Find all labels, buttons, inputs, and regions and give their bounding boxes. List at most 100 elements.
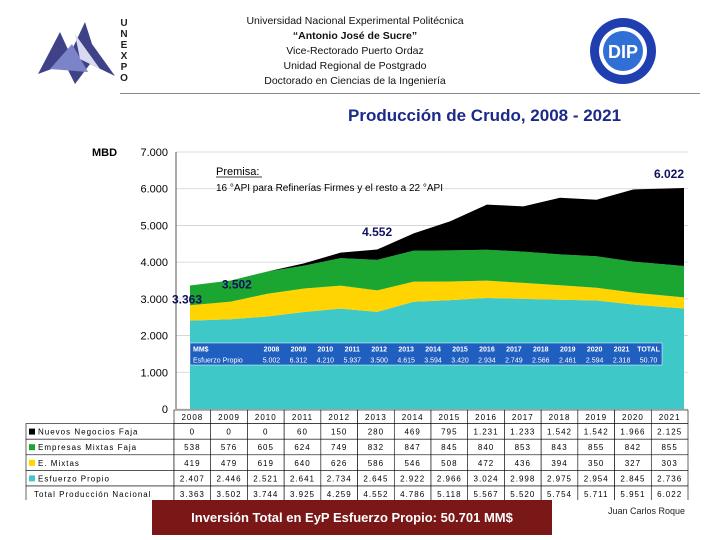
legend-swatch [29,475,35,482]
inset-value-cell: 5.002 [263,358,281,365]
table-value: 5.520 [510,490,535,499]
table-value: 586 [368,459,384,468]
x-tick-label: 2010 [255,413,277,422]
table-value: 2.736 [657,474,682,483]
y-tick-label: 6.000 [140,184,168,196]
table-value: 1.231 [474,428,499,437]
table-value: 3.024 [474,474,499,483]
stacked-areas [190,188,684,409]
inset-header-cell: 2020 [587,347,603,354]
logo-letter: P [120,62,128,73]
table-value: 2.446 [217,474,242,483]
y-tick-label: 0 [162,404,168,416]
premise-title: Premisa: [216,166,259,178]
x-tick-label: 2015 [438,413,460,422]
inset-header-cell: 2016 [479,347,495,354]
inset-value-cell: 2.318 [613,358,631,365]
inset-value-cell: 2.461 [559,358,577,365]
inset-header-cell: 2009 [291,347,307,354]
y-tick-label: 5.000 [140,220,168,232]
chart-title: Producción de Crudo, 2008 - 2021 [348,106,622,125]
inset-value-cell: 2.749 [505,358,523,365]
table-value: 2.954 [584,474,609,483]
x-tick-label: 2017 [512,413,534,422]
logo-letter: O [120,73,128,84]
header-line-5: Doctorado en Ciencias de la Ingeniería [264,75,446,87]
table-value: 795 [441,428,457,437]
row-label: E. Mixtas [38,459,80,468]
inset-header-cell: TOTAL [637,347,660,354]
inset-header-cell: 2010 [318,347,334,354]
inset-header-cell: 2008 [264,347,280,354]
inset-value-cell: 50.70 [640,358,658,365]
inset-value-cell: 3.594 [424,358,442,365]
y-tick-label: 4.000 [140,257,168,269]
dip-seal-logo: DIP [590,18,656,84]
inset-header-cell: 2014 [425,347,441,354]
total-annotations: 3.363 3.502 4.552 6.022 [172,167,684,307]
table-value: 508 [441,459,457,468]
table-value: 845 [441,443,457,452]
table-value: 2.641 [290,474,315,483]
inset-value-cell: 2.934 [478,358,496,365]
x-tick-label: 2012 [328,413,350,422]
table-value: 0 [226,428,231,437]
table-value: 832 [368,443,384,452]
table-value: 538 [184,443,200,452]
table-value: 2.975 [547,474,572,483]
x-tick-label: 2019 [585,413,607,422]
table-value: 624 [294,443,310,452]
inset-header-cell: 2018 [533,347,549,354]
inset-header-cell: 2021 [614,347,630,354]
header-divider [120,93,700,94]
inset-header-cell: 2011 [345,347,360,354]
legend-swatch [29,428,35,435]
inset-value-cell: 4.615 [397,358,415,365]
table-value: 60 [297,428,308,437]
table-value: 2.734 [327,474,352,483]
institution-header: Universidad Nacional Experimental Polité… [205,14,505,89]
table-value: 576 [221,443,237,452]
y-tick-label: 1.000 [140,367,168,379]
table-value: 605 [258,443,274,452]
row-label: Total Producción Nacional [34,490,152,499]
table-value: 1.542 [547,428,572,437]
table-value: 5.754 [547,490,572,499]
area-empresas-mixtas-faja [190,249,684,306]
x-tick-label: 2014 [402,413,424,422]
table-value: 150 [331,428,347,437]
table-value: 853 [515,443,531,452]
premise-text: 16 °API para Refinerías Firmes y el rest… [216,183,443,194]
header-line-4: Unidad Regional de Postgrado [283,60,427,72]
inset-value-cell: 6.312 [290,358,308,365]
table-value: 840 [478,443,494,452]
table-value: 2.966 [437,474,462,483]
table-value: 842 [625,443,641,452]
inset-value-cell: 3.500 [370,358,388,365]
inset-value-cell: 2.594 [586,358,604,365]
table-value: 749 [331,443,347,452]
unexpo-letters: U N E X P O [118,18,130,84]
table-value: 6.022 [657,490,682,499]
production-chart: MBD 0 1.000 2.000 3.000 4.000 5.000 6.000 7.000… [25,147,689,500]
logo-letter: X [120,51,128,62]
table-value: 640 [294,459,310,468]
table-value: 2.125 [657,428,682,437]
table-value: 4.259 [327,490,352,499]
table-value: 2.407 [180,474,205,483]
table-value: 0 [263,428,268,437]
table-value: 303 [661,459,677,468]
x-tick-label: 2016 [475,413,497,422]
inset-value-cell: 5.937 [344,358,362,365]
table-value: 5.711 [584,490,608,499]
table-value: 419 [184,459,200,468]
table-value: 4.552 [363,490,388,499]
inset-header-cell: MM$ [193,347,209,354]
x-tick-label: 2020 [622,413,644,422]
legend-swatch [29,459,35,466]
total-annotation: 4.552 [362,225,392,239]
total-annotation: 3.363 [172,293,202,307]
table-value: 2.922 [400,474,425,483]
table-value: 1.966 [620,428,645,437]
table-value: 3.363 [180,490,205,499]
